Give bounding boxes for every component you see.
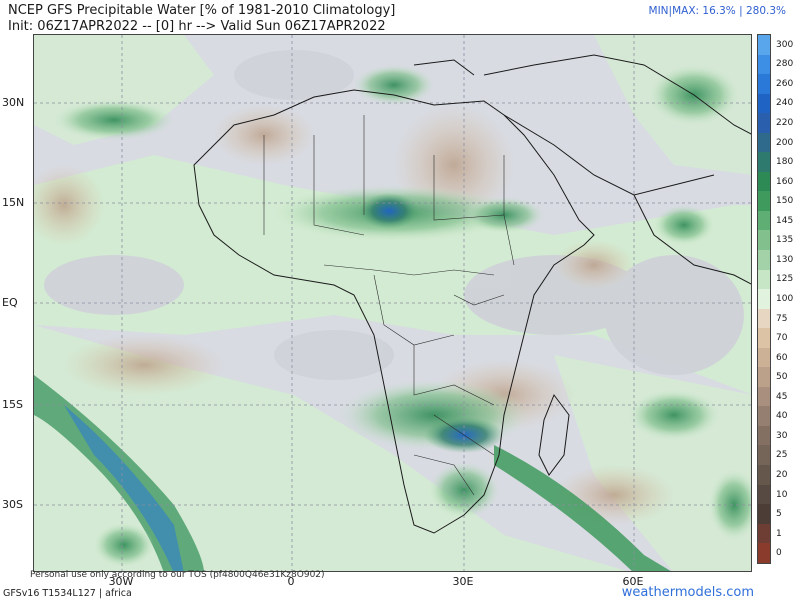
colorbar-label: 130	[776, 254, 794, 265]
lat-label-15n: 15N	[2, 196, 25, 209]
colorbar-swatch	[758, 484, 770, 505]
colorbar-label: 125	[776, 274, 794, 285]
map-canvas	[34, 35, 751, 571]
colorbar-swatch	[758, 113, 770, 133]
colorbar-swatch	[758, 406, 770, 426]
colorbar-swatch	[758, 543, 770, 563]
colorbar-swatch	[758, 210, 770, 231]
lat-label-eq: EQ	[2, 296, 18, 309]
colorbar-label: 60	[776, 352, 788, 363]
lat-label-30n: 30N	[2, 96, 25, 109]
colorbar-swatch	[758, 523, 770, 544]
colorbar-label: 200	[776, 137, 794, 148]
site-link[interactable]: weathermodels.com	[621, 585, 754, 600]
colorbar-swatch	[758, 308, 770, 329]
colorbar-swatch	[758, 289, 770, 309]
colorbar-label: 75	[776, 313, 788, 324]
colorbar-label: 100	[776, 294, 794, 304]
colorbar-label: 220	[776, 118, 794, 128]
lat-label-15s: 15S	[2, 398, 23, 411]
colorbar	[757, 34, 771, 564]
colorbar-swatch	[758, 54, 770, 75]
colorbar-label: 1	[776, 528, 782, 539]
colorbar-label: 135	[776, 235, 794, 246]
colorbar-swatch	[758, 445, 770, 466]
colorbar-label: 10	[776, 489, 788, 500]
colorbar-label: 280	[776, 59, 794, 70]
colorbar-swatch	[758, 74, 770, 94]
colorbar-swatch	[758, 465, 770, 485]
colorbar-swatch	[758, 386, 770, 407]
colorbar-label: 70	[776, 333, 788, 344]
colorbar-label: 240	[776, 98, 794, 109]
colorbar-label: 180	[776, 157, 794, 168]
coastlines	[193, 54, 751, 534]
colorbar-swatch	[758, 425, 770, 446]
colorbar-label: 300	[776, 39, 794, 50]
colorbar-label: 260	[776, 78, 794, 89]
colorbar-swatch	[758, 132, 770, 153]
colorbar-swatch	[758, 152, 770, 172]
colorbar-label: 45	[776, 391, 788, 402]
model-info: GFSv16 T1534L127 | africa	[3, 588, 132, 599]
colorbar-swatch	[758, 230, 770, 251]
lon-label-30e: 30E	[452, 575, 474, 588]
pw-field-dry	[34, 105, 674, 525]
colorbar-swatch	[758, 191, 770, 211]
country-borders	[263, 115, 515, 496]
colorbar-swatch	[758, 250, 770, 270]
lon-label-30w: 30W	[108, 575, 134, 588]
colorbar-swatch	[758, 35, 770, 55]
colorbar-swatch	[758, 269, 770, 290]
colorbar-swatch	[758, 347, 770, 368]
title-line-2: Init: 06Z17APR2022 -- [0] hr --> Valid S…	[8, 19, 386, 34]
colorbar-label: 50	[776, 372, 788, 383]
lon-label-0: 0	[287, 575, 295, 588]
colorbar-swatch	[758, 93, 770, 114]
min-max-readout: MIN|MAX: 16.3% | 280.3%	[648, 5, 786, 17]
colorbar-label: 150	[776, 196, 794, 207]
colorbar-swatch	[758, 328, 770, 348]
colorbar-label: 145	[776, 215, 794, 226]
tos-credit: Personal use only according to our TOS (…	[30, 570, 325, 580]
colorbar-swatch	[758, 504, 770, 524]
precipitable-water-map	[33, 34, 752, 572]
colorbar-label: 30	[776, 430, 788, 441]
colorbar-label: 20	[776, 470, 788, 480]
colorbar-label: 5	[776, 509, 782, 520]
colorbar-label: 160	[776, 176, 794, 187]
lat-label-30s: 30S	[2, 498, 23, 511]
lon-label-60e: 60E	[622, 575, 644, 588]
pw-field-moist	[34, 65, 751, 571]
colorbar-label: 40	[776, 411, 788, 422]
colorbar-swatch	[758, 171, 770, 192]
colorbar-label: 25	[776, 450, 788, 461]
title-line-1: NCEP GFS Precipitable Water [% of 1981-2…	[8, 3, 396, 18]
chart-title: NCEP GFS Precipitable Water [% of 1981-2…	[8, 3, 395, 35]
colorbar-label: 0	[776, 548, 782, 559]
colorbar-swatch	[758, 367, 770, 387]
